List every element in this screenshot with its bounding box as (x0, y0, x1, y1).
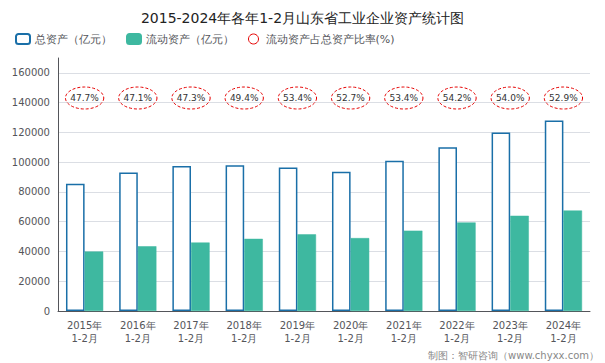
svg-text:1-2月: 1-2月 (178, 333, 204, 344)
svg-text:2020年: 2020年 (333, 320, 368, 331)
svg-text:47.7%: 47.7% (70, 93, 99, 103)
svg-text:0: 0 (44, 306, 50, 317)
svg-text:2024年: 2024年 (546, 320, 581, 331)
svg-text:1-2月: 1-2月 (231, 333, 257, 344)
svg-text:53.4%: 53.4% (283, 93, 312, 103)
svg-text:1-2月: 1-2月 (497, 333, 523, 344)
svg-text:20000: 20000 (18, 276, 50, 287)
svg-text:60000: 60000 (18, 216, 50, 227)
svg-text:54.2%: 54.2% (443, 93, 472, 103)
svg-text:1-2月: 1-2月 (125, 333, 151, 344)
svg-text:160000: 160000 (12, 67, 50, 78)
svg-text:2023年: 2023年 (492, 320, 527, 331)
svg-text:2019年: 2019年 (280, 320, 315, 331)
svg-text:2016年: 2016年 (120, 320, 155, 331)
svg-text:制图：智研咨询（www.chyxx.com）: 制图：智研咨询（www.chyxx.com） (428, 350, 599, 361)
svg-text:1-2月: 1-2月 (550, 333, 576, 344)
svg-text:140000: 140000 (12, 97, 50, 108)
svg-text:54.0%: 54.0% (496, 93, 525, 103)
svg-text:40000: 40000 (18, 246, 50, 257)
svg-text:2015年: 2015年 (67, 320, 102, 331)
svg-text:1-2月: 1-2月 (284, 333, 310, 344)
svg-text:100000: 100000 (12, 157, 50, 168)
svg-text:47.1%: 47.1% (124, 93, 153, 103)
svg-text:47.3%: 47.3% (177, 93, 206, 103)
svg-text:1-2月: 1-2月 (444, 333, 470, 344)
svg-text:2018年: 2018年 (226, 320, 261, 331)
svg-text:80000: 80000 (18, 186, 50, 197)
svg-text:1-2月: 1-2月 (71, 333, 97, 344)
svg-text:2021年: 2021年 (386, 320, 421, 331)
svg-text:流动资产占总资产比率(%): 流动资产占总资产比率(%) (266, 33, 395, 46)
svg-text:52.9%: 52.9% (549, 93, 578, 103)
svg-text:1-2月: 1-2月 (391, 333, 417, 344)
svg-text:总资产（亿元）: 总资产（亿元） (34, 33, 112, 46)
svg-text:流动资产（亿元）: 流动资产（亿元） (146, 33, 234, 46)
svg-text:49.4%: 49.4% (230, 93, 259, 103)
svg-text:120000: 120000 (12, 127, 50, 138)
svg-text:1-2月: 1-2月 (337, 333, 363, 344)
svg-text:2015-2024年各年1-2月山东省工业企业资产统计图: 2015-2024年各年1-2月山东省工业企业资产统计图 (141, 10, 464, 26)
svg-text:2022年: 2022年 (439, 320, 474, 331)
svg-text:53.4%: 53.4% (390, 93, 419, 103)
svg-text:2017年: 2017年 (173, 320, 208, 331)
svg-text:52.7%: 52.7% (336, 93, 365, 103)
